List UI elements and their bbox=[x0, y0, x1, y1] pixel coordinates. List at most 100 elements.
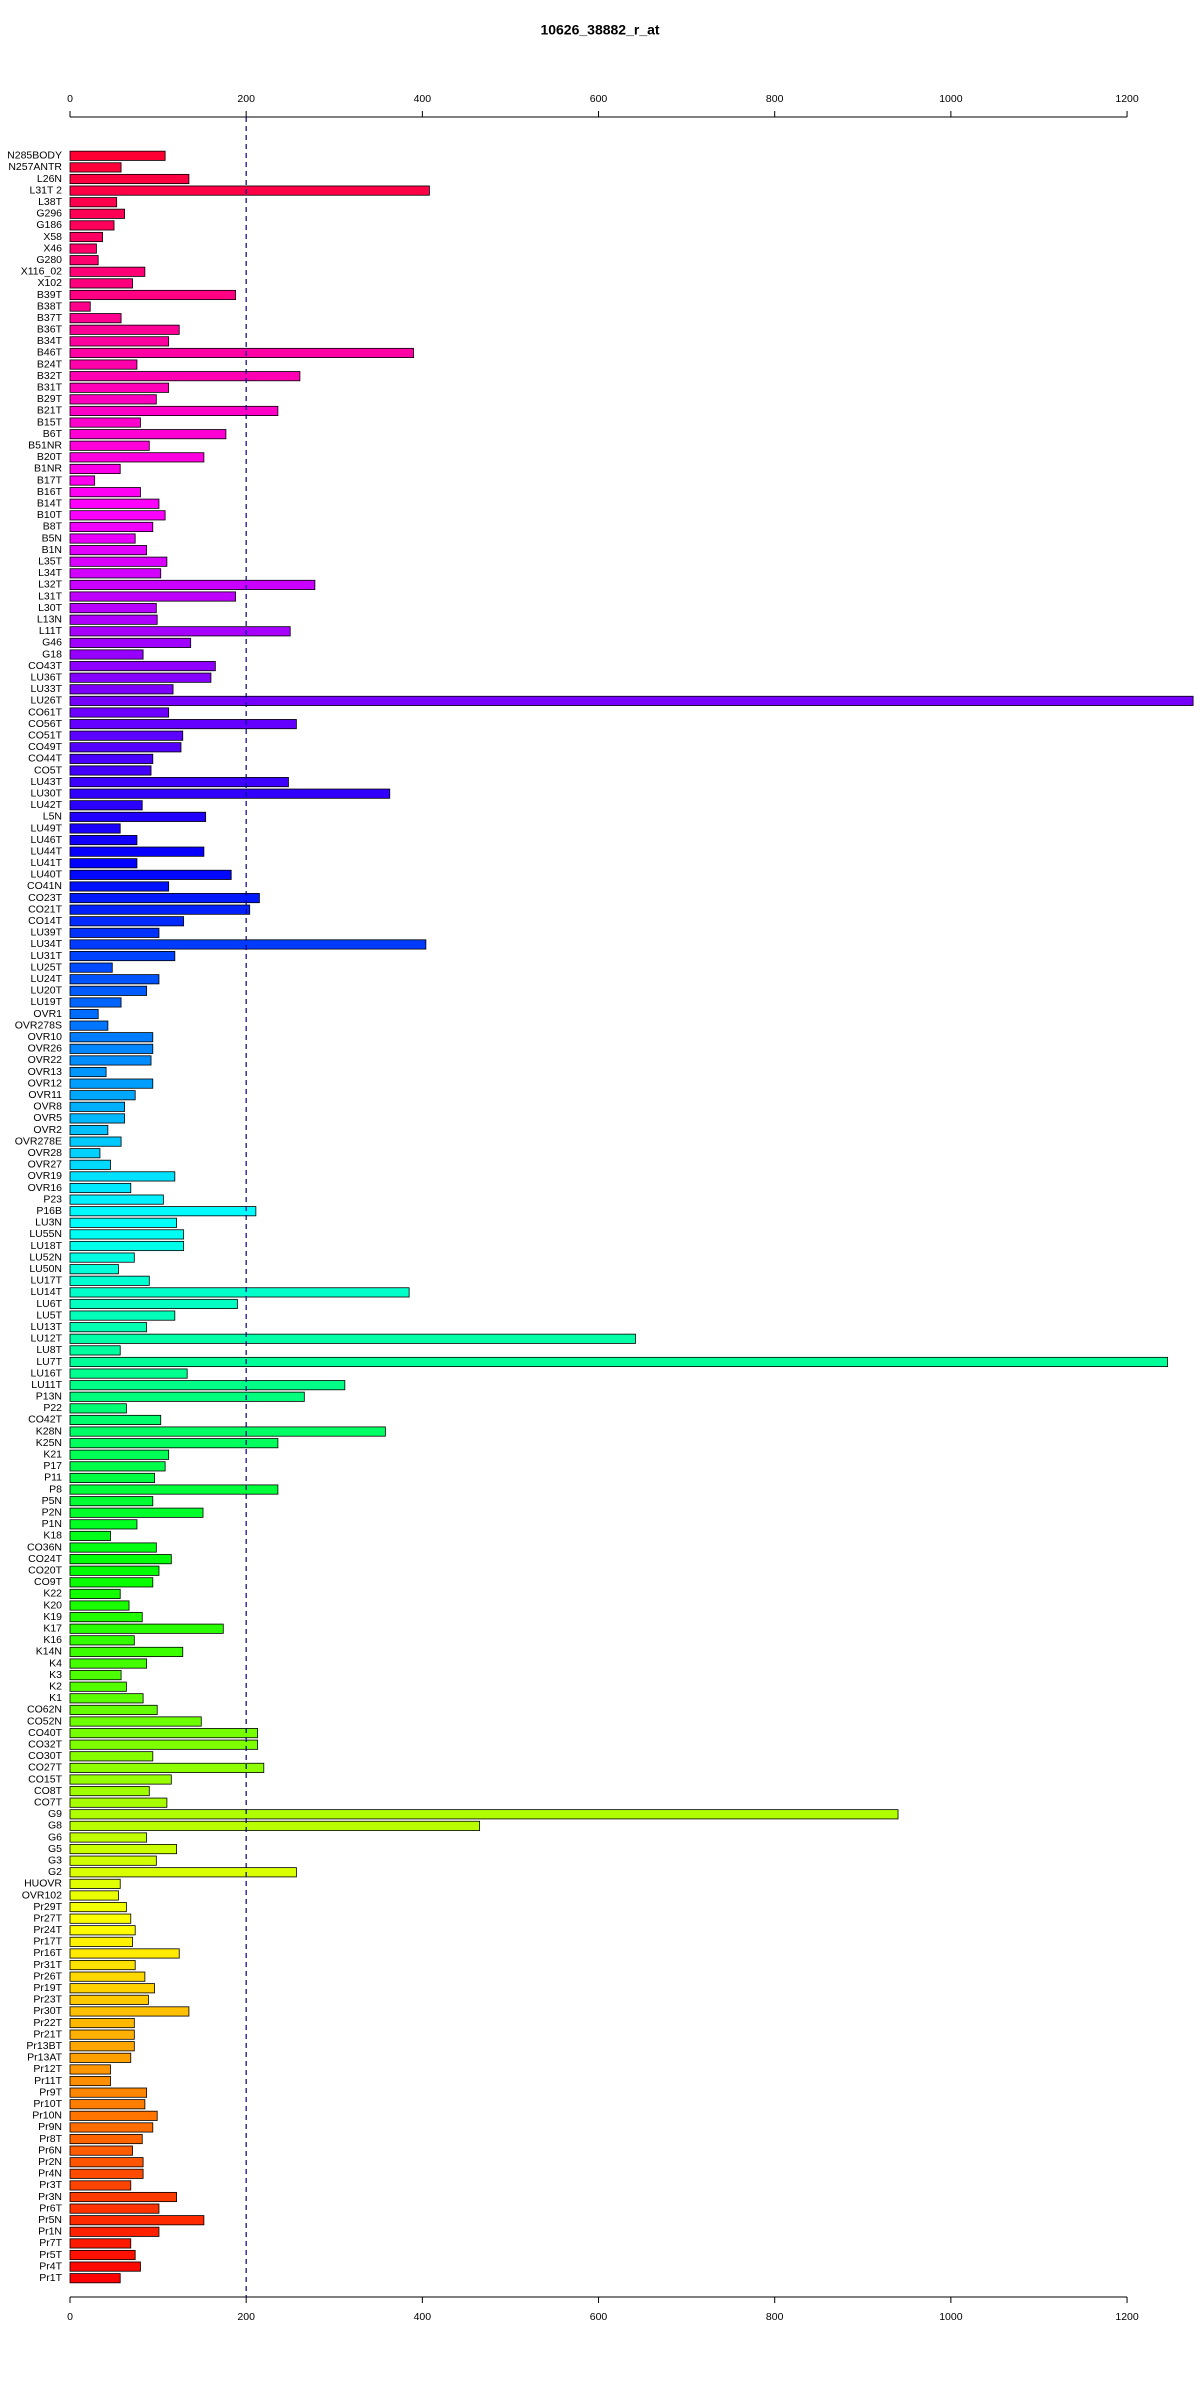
y-tick-label: Pr9T bbox=[39, 2086, 62, 2098]
y-tick-label: L35T bbox=[38, 556, 63, 568]
bar bbox=[69, 1565, 160, 1576]
y-tick-label: LU17T bbox=[30, 1275, 62, 1287]
y-tick-label: LU34T bbox=[30, 938, 62, 950]
bar bbox=[69, 1136, 122, 1147]
y-tick-label: OVR278E bbox=[15, 1135, 62, 1147]
y-tick-label: OVR22 bbox=[28, 1054, 63, 1066]
x-tick-label: 200 bbox=[237, 2311, 255, 2323]
y-tick-label: G3 bbox=[48, 1854, 62, 1866]
bar bbox=[69, 429, 227, 440]
y-tick-label: Pr19T bbox=[33, 1982, 62, 1994]
y-tick-label: CO7T bbox=[34, 1796, 63, 1808]
bar bbox=[69, 1426, 386, 1437]
x-tick-label: 800 bbox=[766, 93, 784, 105]
y-tick-label: B20T bbox=[37, 451, 63, 463]
y-tick-label: CO56T bbox=[28, 718, 62, 730]
y-tick-label: Pr21T bbox=[33, 2028, 62, 2040]
y-tick-label: Pr29T bbox=[33, 1901, 62, 1913]
y-tick-label: LU14T bbox=[30, 1286, 62, 1298]
y-tick-label: B10T bbox=[37, 509, 63, 521]
bar bbox=[69, 2203, 160, 2214]
y-tick-label: P23 bbox=[43, 1193, 62, 1205]
y-tick-label: LU18T bbox=[30, 1240, 62, 1252]
bar bbox=[69, 1832, 148, 1843]
bar bbox=[69, 1275, 150, 1286]
y-tick-label: B38T bbox=[37, 300, 63, 312]
bar bbox=[69, 1890, 119, 1901]
bar bbox=[69, 1902, 127, 1913]
bar bbox=[69, 765, 152, 776]
bar bbox=[69, 1496, 154, 1507]
bar bbox=[69, 382, 170, 393]
x-tick-label: 600 bbox=[590, 93, 608, 105]
y-tick-label: LU40T bbox=[30, 869, 62, 881]
y-tick-label: B16T bbox=[37, 486, 63, 498]
bar bbox=[69, 1264, 119, 1275]
bar bbox=[69, 1681, 127, 1692]
y-tick-label: LU6T bbox=[36, 1298, 62, 1310]
bar bbox=[69, 1020, 109, 1031]
bar bbox=[69, 1751, 154, 1762]
y-tick-label: LU8T bbox=[36, 1344, 62, 1356]
y-tick-label: B21T bbox=[37, 405, 63, 417]
y-tick-label: LU49T bbox=[30, 822, 62, 834]
bar bbox=[69, 2261, 141, 2272]
bar bbox=[69, 2157, 144, 2168]
bar bbox=[69, 579, 316, 590]
y-tick-label: B14T bbox=[37, 498, 63, 510]
bar bbox=[69, 2041, 135, 2052]
bar bbox=[69, 1403, 127, 1414]
chart-title: 10626_38882_r_at bbox=[540, 22, 659, 38]
bar bbox=[69, 243, 97, 254]
y-tick-label: B36T bbox=[37, 324, 63, 336]
y-tick-label: LU26T bbox=[30, 695, 62, 707]
bar bbox=[69, 545, 148, 556]
bar bbox=[69, 1252, 135, 1263]
bar bbox=[69, 533, 136, 544]
bar bbox=[69, 591, 237, 602]
bar bbox=[69, 869, 232, 880]
bar bbox=[69, 2018, 135, 2029]
bar bbox=[69, 1913, 132, 1924]
bar bbox=[69, 1786, 150, 1797]
bar bbox=[69, 730, 184, 741]
y-tick-label: G5 bbox=[48, 1843, 62, 1855]
y-tick-label: Pr3T bbox=[39, 2179, 62, 2191]
y-tick-label: Pr11T bbox=[34, 2075, 62, 2087]
bar bbox=[69, 1380, 346, 1391]
bar bbox=[69, 626, 291, 637]
y-tick-label: Pr12T bbox=[33, 2063, 62, 2075]
y-tick-label: N285BODY bbox=[7, 150, 62, 162]
bar bbox=[69, 2122, 154, 2133]
y-tick-label: OVR1 bbox=[33, 1008, 62, 1020]
y-tick-label: B17T bbox=[37, 474, 63, 486]
y-tick-label: B6T bbox=[43, 428, 63, 440]
bar bbox=[69, 1171, 176, 1182]
y-tick-label: LU7T bbox=[36, 1356, 62, 1368]
bar bbox=[69, 1612, 143, 1623]
y-tick-label: LU31T bbox=[30, 950, 62, 962]
y-tick-label: K4 bbox=[49, 1657, 62, 1669]
y-tick-label: G2 bbox=[48, 1866, 62, 1878]
y-tick-label: Pr3N bbox=[38, 2191, 62, 2203]
bar bbox=[69, 2052, 132, 2063]
bar bbox=[69, 1449, 170, 1460]
y-tick-label: X46 bbox=[43, 242, 62, 254]
y-tick-label: B32T bbox=[37, 370, 63, 382]
bar bbox=[69, 2145, 133, 2156]
bar bbox=[69, 1322, 148, 1333]
bar bbox=[69, 719, 297, 730]
y-tick-label: OVR11 bbox=[28, 1089, 62, 1101]
bar bbox=[69, 324, 180, 335]
y-tick-label: K3 bbox=[49, 1669, 62, 1681]
y-tick-label: Pr26T bbox=[33, 1970, 62, 1982]
y-tick-label: X102 bbox=[37, 277, 62, 289]
bar bbox=[69, 2273, 121, 2284]
y-tick-label: CO43T bbox=[28, 660, 62, 672]
bar bbox=[69, 846, 205, 857]
y-tick-label: L30T bbox=[38, 602, 63, 614]
y-tick-label: L13N bbox=[37, 613, 62, 625]
bar bbox=[69, 197, 118, 208]
bar bbox=[69, 475, 96, 486]
y-tick-label: G9 bbox=[48, 1808, 62, 1820]
